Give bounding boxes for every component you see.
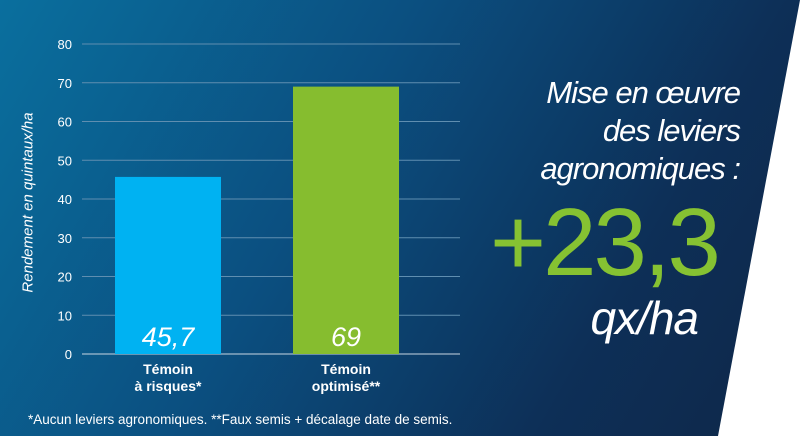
y-tick-label: 80: [58, 37, 72, 52]
bar-value-label: 45,7: [142, 322, 196, 352]
gain-value: +23,3: [490, 189, 721, 296]
bar: [115, 176, 221, 354]
y-axis-ticks: 0 10 20 30 40 50 60 70 80: [58, 37, 72, 362]
y-tick-label: 50: [58, 153, 72, 168]
y-axis-label: Rendement en quintaux/ha: [19, 112, 37, 293]
bar-value-label: 69: [331, 322, 361, 352]
headline-line: des leviers: [602, 113, 741, 148]
headline-line: Mise en œuvre: [546, 75, 741, 110]
gain-unit: qx/ha: [590, 292, 699, 344]
y-tick-label: 20: [58, 270, 72, 285]
category-label-line: Témoin: [321, 361, 371, 377]
y-tick-label: 0: [65, 347, 72, 362]
bar-value-labels: 45,7 69: [142, 322, 361, 352]
bar: [293, 86, 399, 354]
y-tick-label: 10: [58, 308, 72, 323]
headline-line: agronomiques :: [540, 151, 741, 186]
footnote: *Aucun leviers agronomiques. **Faux semi…: [28, 412, 453, 427]
category-label-line: Témoin: [143, 361, 193, 377]
bar-chart: 0 10 20 30 40 50 60 70 80 45,7 69: [58, 37, 460, 362]
y-tick-label: 70: [58, 76, 72, 91]
y-tick-label: 30: [58, 231, 72, 246]
category-label-line: à risques*: [134, 378, 202, 394]
category-label-temoin-a-risques: Témoin à risques*: [98, 361, 238, 395]
y-tick-label: 60: [58, 115, 72, 130]
y-tick-label: 40: [58, 192, 72, 207]
bars: [115, 86, 399, 354]
category-label-temoin-optimise: Témoin optimisé**: [276, 361, 416, 395]
category-label-line: optimisé**: [311, 378, 381, 394]
headline: Mise en œuvre des leviers agronomiques :: [490, 74, 741, 188]
